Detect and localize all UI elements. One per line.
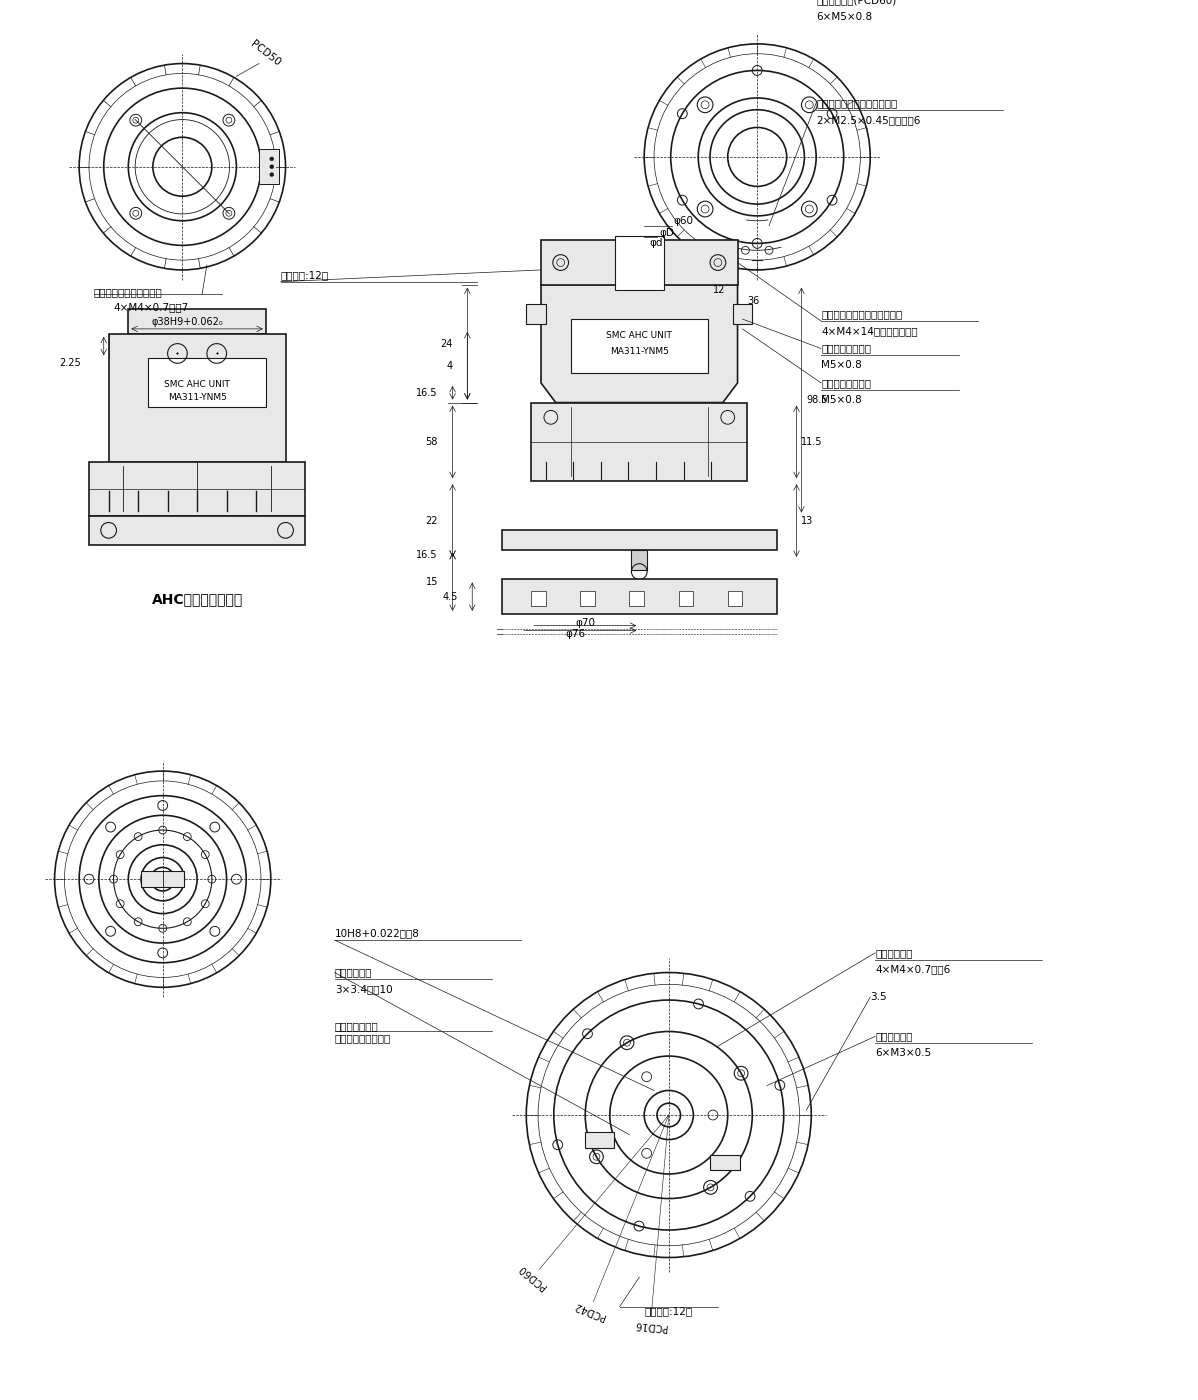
Bar bbox=[147, 358, 266, 407]
Circle shape bbox=[270, 172, 273, 176]
Bar bbox=[629, 591, 645, 606]
Text: 4×M4×14六角穴付ボルト: 4×M4×14六角穴付ボルト bbox=[821, 326, 918, 336]
Text: 4: 4 bbox=[447, 361, 453, 371]
Text: M5×0.8: M5×0.8 bbox=[821, 360, 861, 370]
Bar bbox=[89, 515, 305, 545]
Bar bbox=[531, 591, 546, 606]
Bar bbox=[580, 591, 595, 606]
Text: φd: φd bbox=[649, 238, 662, 248]
Circle shape bbox=[270, 157, 273, 161]
Bar bbox=[615, 235, 664, 290]
Bar bbox=[141, 871, 184, 888]
Text: SMC AHC UNIT: SMC AHC UNIT bbox=[606, 332, 672, 340]
Text: 3×3.4深さ10: 3×3.4深さ10 bbox=[334, 984, 392, 994]
Bar bbox=[678, 591, 694, 606]
Text: 36: 36 bbox=[748, 297, 760, 307]
Text: 22: 22 bbox=[425, 515, 437, 525]
Text: 11.5: 11.5 bbox=[801, 437, 823, 447]
Text: 分離／操作ポート: 分離／操作ポート bbox=[821, 378, 871, 388]
Bar bbox=[733, 304, 752, 323]
Bar bbox=[526, 304, 546, 323]
Text: 電気接点:12本: 電気接点:12本 bbox=[645, 1306, 692, 1316]
Bar bbox=[531, 403, 748, 482]
Text: 空気圧ポート: 空気圧ポート bbox=[875, 1032, 913, 1042]
Text: AHCユニット連結部: AHCユニット連結部 bbox=[151, 592, 243, 606]
Text: ツール取付用: ツール取付用 bbox=[334, 967, 373, 977]
Text: φ38H9+0.062₀: φ38H9+0.062₀ bbox=[151, 316, 223, 328]
Bar bbox=[541, 241, 738, 284]
Text: 連結／操作ポート: 連結／操作ポート bbox=[821, 343, 871, 354]
Text: 10H8+0.022深さ8: 10H8+0.022深さ8 bbox=[334, 928, 419, 938]
Text: 58: 58 bbox=[425, 437, 437, 447]
Text: 98.5: 98.5 bbox=[806, 395, 828, 405]
Bar bbox=[585, 1133, 615, 1148]
Text: PCD16: PCD16 bbox=[634, 1319, 667, 1331]
Text: φ76: φ76 bbox=[565, 630, 586, 640]
Text: MA311-YNM5: MA311-YNM5 bbox=[168, 393, 226, 402]
Text: SMC AHC UNIT: SMC AHC UNIT bbox=[164, 381, 230, 389]
Text: 12: 12 bbox=[713, 284, 725, 294]
Text: 4×M4×0.7深さ6: 4×M4×0.7深さ6 bbox=[875, 965, 950, 974]
Bar bbox=[631, 550, 647, 570]
Text: ツール取付用: ツール取付用 bbox=[875, 948, 913, 958]
Text: PCD50: PCD50 bbox=[249, 39, 283, 69]
Bar bbox=[128, 309, 266, 333]
Text: 4.5: 4.5 bbox=[442, 592, 458, 602]
Text: ロボットアダプタ取付用: ロボットアダプタ取付用 bbox=[93, 287, 163, 298]
Text: 空気圧ポート(PCD60): 空気圧ポート(PCD60) bbox=[816, 0, 896, 4]
Text: 3.5: 3.5 bbox=[870, 993, 887, 1002]
Text: φ60: φ60 bbox=[673, 216, 694, 225]
Text: 2×M2.5×0.45ねじ深さ6: 2×M2.5×0.45ねじ深さ6 bbox=[816, 116, 920, 126]
Text: PCD60: PCD60 bbox=[518, 1263, 549, 1291]
Text: 4×M4×0.7深さ7: 4×M4×0.7深さ7 bbox=[114, 302, 189, 312]
Bar bbox=[727, 591, 743, 606]
Bar bbox=[502, 580, 776, 613]
Text: 電気接点増設ユニット取付用: 電気接点増設ユニット取付用 bbox=[816, 98, 897, 108]
Text: 15: 15 bbox=[425, 577, 437, 587]
Text: PCD42: PCD42 bbox=[573, 1301, 606, 1322]
Text: 6×M3×0.5: 6×M3×0.5 bbox=[875, 1049, 931, 1058]
Polygon shape bbox=[541, 284, 738, 403]
Bar bbox=[89, 462, 305, 515]
Circle shape bbox=[270, 165, 273, 169]
Text: MA311-YNM5: MA311-YNM5 bbox=[610, 347, 668, 356]
Bar bbox=[710, 1155, 740, 1170]
Text: 電気接点:12本: 電気接点:12本 bbox=[280, 270, 328, 280]
Bar bbox=[259, 148, 279, 185]
Bar bbox=[109, 333, 285, 462]
Bar bbox=[570, 319, 708, 374]
Text: 16.5: 16.5 bbox=[417, 388, 437, 398]
Text: センサ用マグネット: センサ用マグネット bbox=[334, 1033, 391, 1043]
Text: φD: φD bbox=[659, 228, 673, 238]
Text: φ70: φ70 bbox=[575, 617, 595, 627]
Text: 24: 24 bbox=[440, 339, 453, 349]
Bar bbox=[502, 531, 776, 550]
Text: 13: 13 bbox=[801, 515, 813, 525]
Text: 6×M5×0.8: 6×M5×0.8 bbox=[816, 13, 872, 22]
Text: 2.25: 2.25 bbox=[60, 358, 81, 368]
Text: ツールスタンド: ツールスタンド bbox=[334, 1022, 379, 1032]
Text: M5×0.8: M5×0.8 bbox=[821, 395, 861, 405]
Text: 16.5: 16.5 bbox=[417, 550, 437, 560]
Text: ロボットシャフト取付ボルト: ロボットシャフト取付ボルト bbox=[821, 309, 902, 319]
